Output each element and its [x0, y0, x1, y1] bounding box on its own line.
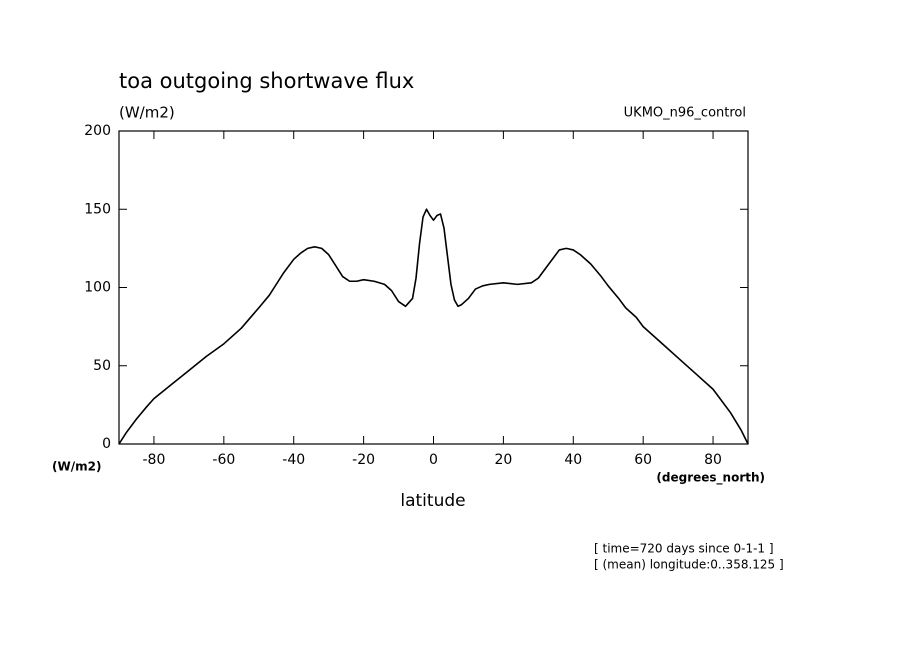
x-tick-label: 60	[634, 452, 652, 468]
note: [ time=720 days since 0-1-1 ]	[594, 542, 774, 556]
x-tick-label: -60	[212, 452, 235, 468]
y-tick-label: 100	[84, 280, 111, 296]
x-axis-label: latitude	[400, 491, 465, 511]
x-tick-label: 40	[564, 452, 582, 468]
y-axis-label: (W/m2)	[52, 460, 101, 474]
units-label: (W/m2)	[119, 104, 175, 122]
x-tick-label: -40	[282, 452, 305, 468]
note: [ (mean) longitude:0..358.125 ]	[594, 558, 784, 572]
y-tick-label: 200	[84, 123, 111, 139]
y-tick-label: 50	[93, 358, 111, 374]
dataset-label: UKMO_n96_control	[624, 106, 746, 121]
x-tick-label: 80	[704, 452, 722, 468]
x-tick-label: -20	[352, 452, 375, 468]
x-units-label: (degrees_north)	[656, 471, 765, 486]
plot-frame	[118, 130, 749, 445]
x-tick-label: -80	[143, 452, 166, 468]
y-tick-label: 150	[84, 201, 111, 217]
x-tick-label: 20	[494, 452, 512, 468]
y-tick-label: 0	[102, 436, 111, 452]
x-tick-label: 0	[429, 452, 438, 468]
chart-title: toa outgoing shortwave flux	[119, 69, 414, 93]
data-line	[118, 208, 749, 445]
